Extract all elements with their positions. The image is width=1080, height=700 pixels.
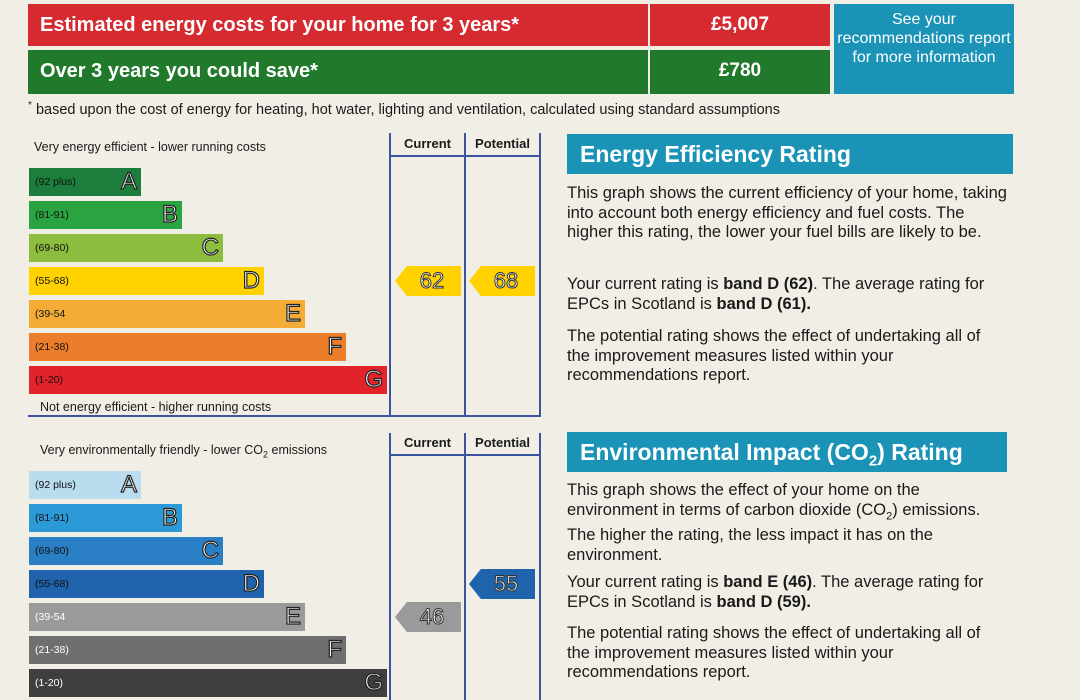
energy-cost-value: £5,007: [650, 4, 830, 46]
env-column-divider: [464, 433, 466, 700]
energy-band-letter: F: [327, 332, 343, 360]
env-header-line: [389, 454, 541, 456]
energy-band-range: (55-68): [35, 275, 69, 287]
energy-current-rating-text: Your current rating is band D (62). The …: [567, 275, 985, 313]
env-band-letter: A: [120, 470, 137, 498]
env-band-e: (39-54 E: [29, 602, 305, 631]
energy-band-g: (1-20) G: [29, 365, 387, 394]
energy-description: This graph shows the current efficiency …: [567, 184, 1007, 241]
energy-header-line: [389, 155, 541, 157]
energy-potential-rating-arrow: 68: [469, 266, 535, 296]
energy-band-range: (21-38): [35, 341, 69, 353]
env-band-b: (81-91) B: [29, 503, 182, 532]
env-scale-top-label: Very environmentally friendly - lower CO…: [40, 443, 328, 460]
energy-current-rating-arrow: 62: [395, 266, 461, 296]
env-current-rating-text: Your current rating is band E (46). The …: [567, 573, 984, 611]
energy-bottom-line: [28, 415, 541, 417]
energy-band-range: (92 plus): [35, 176, 76, 188]
energy-band-f: (21-38) F: [29, 332, 346, 361]
energy-band-letter: G: [364, 365, 384, 393]
energy-current-header: Current: [404, 136, 451, 151]
footnote-mark: *: [28, 100, 32, 111]
energy-potential-header: Potential: [475, 136, 530, 151]
env-description: This graph shows the effect of your home…: [567, 481, 981, 564]
env-chart-columns: [389, 433, 541, 700]
env-potential-header: Potential: [475, 435, 530, 450]
env-potential-rating-arrow: 55: [469, 569, 535, 599]
env-band-range: (69-80): [35, 545, 69, 557]
see-recommendations-box: See your recommendations report for more…: [834, 4, 1014, 94]
env-band-c: (69-80) C: [29, 536, 223, 565]
savings-value: £780: [650, 50, 830, 94]
energy-rating-heading: Energy Efficiency Rating: [567, 134, 1013, 174]
env-band-f: (21-38) F: [29, 635, 346, 664]
env-current-header: Current: [404, 435, 451, 450]
env-band-letter: G: [364, 668, 384, 696]
env-current-rating-arrow: 46: [395, 602, 461, 632]
env-band-g: (1-20) G: [29, 668, 387, 697]
energy-band-e: (39-54 E: [29, 299, 305, 328]
energy-potential-text: The potential rating shows the effect of…: [567, 327, 981, 384]
footnote-text: based upon the cost of energy for heatin…: [35, 101, 780, 118]
env-rating-heading: Environmental Impact (CO2) Rating: [567, 432, 1007, 472]
cost-footnote: * based upon the cost of energy for heat…: [28, 100, 780, 118]
env-band-a: (92 plus) A: [29, 470, 141, 499]
env-band-letter: B: [161, 503, 178, 531]
env-band-range: (55-68): [35, 578, 69, 590]
energy-cost-label: Estimated energy costs for your home for…: [28, 4, 648, 46]
energy-band-range: (1-20): [35, 374, 64, 386]
env-potential-text: The potential rating shows the effect of…: [567, 624, 981, 681]
env-band-letter: C: [201, 536, 220, 564]
env-band-range: (21-38): [35, 644, 69, 656]
energy-band-letter: B: [161, 200, 178, 228]
env-band-letter: D: [242, 569, 261, 597]
savings-label: Over 3 years you could save*: [28, 50, 648, 94]
env-band-range: (39-54: [35, 611, 66, 623]
energy-band-letter: D: [242, 266, 261, 294]
energy-column-divider: [464, 133, 466, 417]
energy-band-d: (55-68) D: [29, 266, 264, 295]
energy-band-a: (92 plus) A: [29, 167, 141, 196]
energy-band-letter: C: [201, 233, 220, 261]
energy-band-letter: E: [284, 299, 301, 327]
energy-band-b: (81-91) B: [29, 200, 182, 229]
energy-scale-bottom-label: Not energy efficient - higher running co…: [40, 400, 272, 414]
energy-scale-top-label: Very energy efficient - lower running co…: [34, 140, 266, 154]
energy-chart-columns: [389, 133, 541, 417]
env-band-letter: E: [284, 602, 301, 630]
env-band-range: (81-91): [35, 512, 69, 524]
env-band-range: (92 plus): [35, 479, 76, 491]
env-band-range: (1-20): [35, 677, 64, 689]
env-band-letter: F: [327, 635, 343, 663]
energy-band-range: (81-91): [35, 209, 69, 221]
energy-band-range: (69-80): [35, 242, 69, 254]
energy-band-letter: A: [120, 167, 137, 195]
energy-band-c: (69-80) C: [29, 233, 223, 262]
energy-band-range: (39-54: [35, 308, 66, 320]
env-band-d: (55-68) D: [29, 569, 264, 598]
